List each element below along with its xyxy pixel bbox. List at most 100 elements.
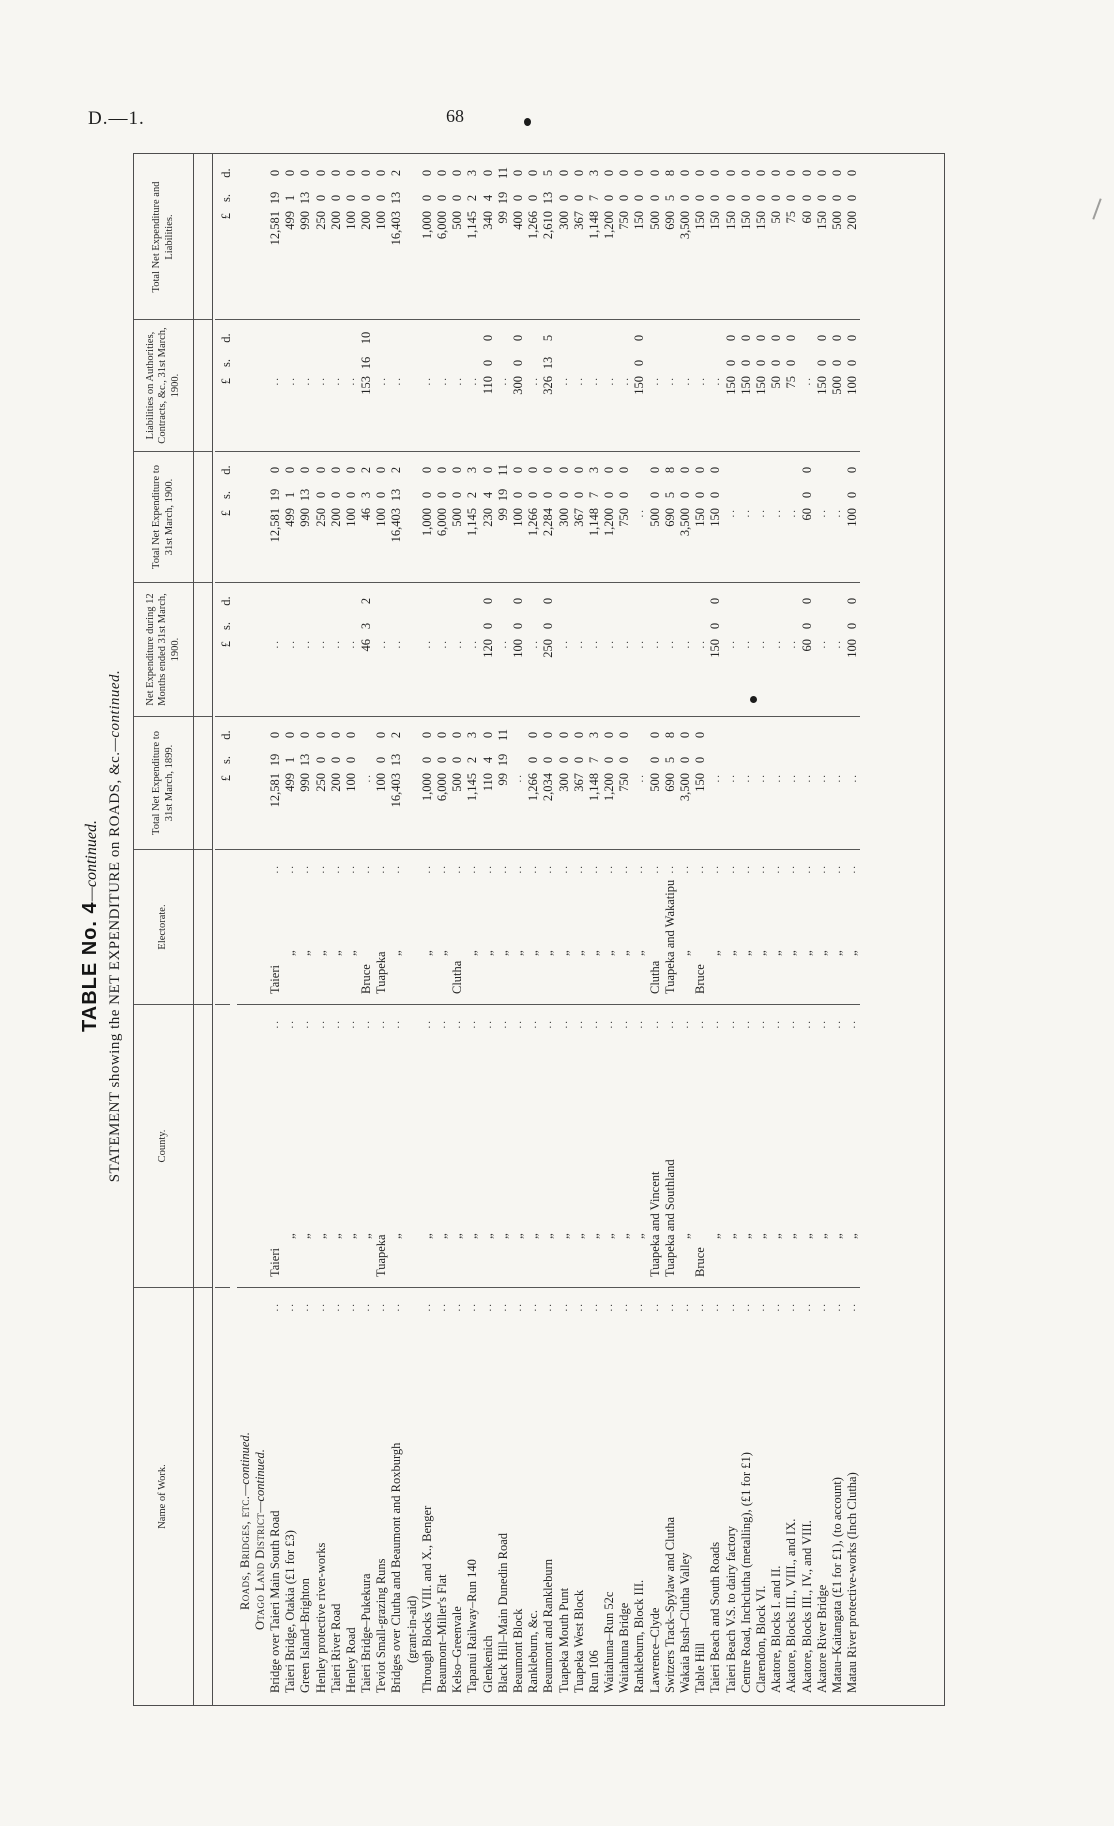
- double-rule-cell: [194, 452, 212, 583]
- table-row: Matau–Kaitangata (£1 for £1), (to accoun…: [828, 154, 845, 1705]
- shillings-value: 0: [374, 194, 389, 202]
- pence-value: 0: [419, 466, 434, 474]
- dot-leader: ..: [694, 1302, 707, 1312]
- col-header-total-exp-1899: Total Net Expenditure to 31st March, 189…: [134, 717, 193, 850]
- liabilities-cell: ..: [373, 320, 389, 452]
- county-cell: „..: [480, 1005, 496, 1288]
- ditto-mark: „: [752, 1233, 768, 1239]
- ditto-mark: „: [601, 950, 617, 956]
- pence-value: 0: [510, 466, 525, 474]
- electorate-cell: „..: [814, 850, 830, 1005]
- exp-1899-cell: 500 0 0: [647, 717, 663, 850]
- ditto-mark: „: [828, 1233, 844, 1239]
- electorate-cell: Bruce..: [358, 850, 374, 1005]
- pence-value: 0: [845, 597, 860, 605]
- col-header-net-exp-12-months: Net Expenditure during 12 Months ended 3…: [134, 583, 193, 717]
- shillings-value: 0: [556, 491, 571, 499]
- pounds-value: ..: [649, 639, 662, 649]
- shillings-value: 0: [647, 491, 662, 499]
- work-name: Through Blocks VIII. and X., Benger: [419, 1505, 434, 1693]
- work-name: Beaumont–Miller's Flat: [435, 1574, 450, 1693]
- pounds-value: 60: [799, 508, 814, 521]
- net-12mo-cell: ..: [692, 583, 708, 717]
- dot-leader: ..: [557, 864, 570, 874]
- ditto-mark: „: [798, 950, 814, 956]
- exp-1900-cell: 250 0 0: [312, 452, 329, 583]
- dot-leader: ..: [284, 1302, 297, 1312]
- exp-1900-cell: 100 0 0: [373, 452, 389, 583]
- pounds-value: 150: [693, 211, 708, 230]
- pounds-value: ..: [831, 639, 844, 649]
- pounds-value: ..: [390, 376, 403, 386]
- exp-1900-cell: 2,284 0 0: [540, 452, 556, 583]
- electorate-cell: Tuapeka..: [373, 850, 389, 1005]
- electorate-cell: Clutha..: [647, 850, 663, 1005]
- dot-leader: ..: [587, 1019, 600, 1029]
- total-cell: 400 0 0: [510, 155, 526, 320]
- table-row: Beaumont–Miller's Flat.. „.. „.. 6,000 0 0.. 6…: [434, 154, 450, 1705]
- pence-value: 0: [571, 731, 586, 739]
- exp-1899-cell: 99 19 11: [495, 717, 511, 850]
- net-12mo-cell: ..: [282, 583, 298, 717]
- col-header-name-of-work: Name of Work.: [157, 1464, 169, 1529]
- pounds-value: ..: [315, 639, 328, 649]
- shillings-value: 0: [738, 194, 753, 202]
- dot-leader: ..: [557, 1302, 570, 1312]
- shillings-value: 0: [374, 491, 389, 499]
- dot-leader: ..: [754, 864, 767, 874]
- pence-value: 0: [571, 466, 586, 474]
- shillings-value: 0: [526, 491, 541, 499]
- ditto-mark: „: [783, 1233, 799, 1239]
- net-12mo-currency-labels: £ s. d.: [215, 583, 237, 717]
- dot-leader: ..: [800, 864, 813, 874]
- shillings-value: 0: [617, 491, 632, 499]
- pounds-value: 12,581: [267, 773, 282, 808]
- shillings-value: 0: [328, 194, 343, 202]
- pence-value: 3: [465, 466, 480, 474]
- pence-value: 3: [586, 731, 601, 739]
- pounds-value: 250: [541, 639, 556, 658]
- dot-leader: ..: [587, 864, 600, 874]
- liabilities-cell: ..: [601, 320, 617, 452]
- county-cell: „..: [525, 1005, 541, 1288]
- name-cell: Tuapeka West Block..: [571, 1288, 586, 1705]
- pounds-value: 500: [829, 211, 844, 230]
- cell-text: Clutha: [450, 960, 465, 994]
- double-rule-gap: [194, 154, 213, 1705]
- total-cell: [252, 155, 268, 320]
- pounds-value: ..: [330, 639, 343, 649]
- exp-1899-currency-labels: £ s. d.: [215, 717, 237, 850]
- ditto-mark: „: [616, 950, 632, 956]
- dot-leader: ..: [785, 1302, 798, 1312]
- total-cell: 990 13 0: [297, 155, 313, 320]
- exp-1900-cell: 16,403 13 2: [388, 452, 405, 583]
- exp-1899-cell: 200 0 0: [328, 717, 344, 850]
- exp-1899-cell: ..: [358, 717, 374, 850]
- shillings-value: 0: [845, 491, 860, 499]
- work-name: Bridge over Taieri Main South Road: [267, 1510, 282, 1693]
- county-cell: „..: [631, 1005, 648, 1288]
- ditto-mark: „: [434, 1233, 450, 1239]
- dot-leader: ..: [511, 864, 524, 874]
- dot-leader: ..: [375, 864, 388, 874]
- name-cell: Taieri Beach V.S. to dairy factory..: [723, 1288, 738, 1705]
- table-row: Switzers Track–Spylaw and Clutha.. Tuapek…: [662, 154, 678, 1705]
- pounds-value: ..: [603, 639, 616, 649]
- table-row: Taieri River Road.. „.. „.. 200 0 0.. 200 0 0.. 2…: [328, 154, 344, 1705]
- dot-leader: ..: [603, 1302, 616, 1312]
- shillings-value: 19: [267, 488, 282, 502]
- exp-1899-cell: ..: [844, 717, 860, 850]
- table-body: £ s. d. £ s. d. £ s. d. £ s. d. £ s. d. Roads, Bridges,…: [213, 154, 944, 1705]
- pence-value: 0: [738, 169, 753, 177]
- pounds-value: 990: [298, 773, 313, 792]
- continued-text: —continued.: [252, 1449, 267, 1513]
- table-row: Teviot Small-grazing Runs.. Tuapeka.. Tuap…: [373, 154, 389, 1705]
- liabilities-cell: 150 0 0: [753, 320, 769, 452]
- name-cell: Wakaia Bush–Clutha Valley..: [677, 1288, 692, 1705]
- pence-value: 0: [313, 466, 328, 474]
- shillings-value: 0: [343, 491, 358, 499]
- dot-leader: ..: [284, 1019, 297, 1029]
- exp-1900-cell: ..: [723, 452, 739, 583]
- ditto-mark: „: [631, 1233, 647, 1239]
- dot-leader: ..: [466, 864, 479, 874]
